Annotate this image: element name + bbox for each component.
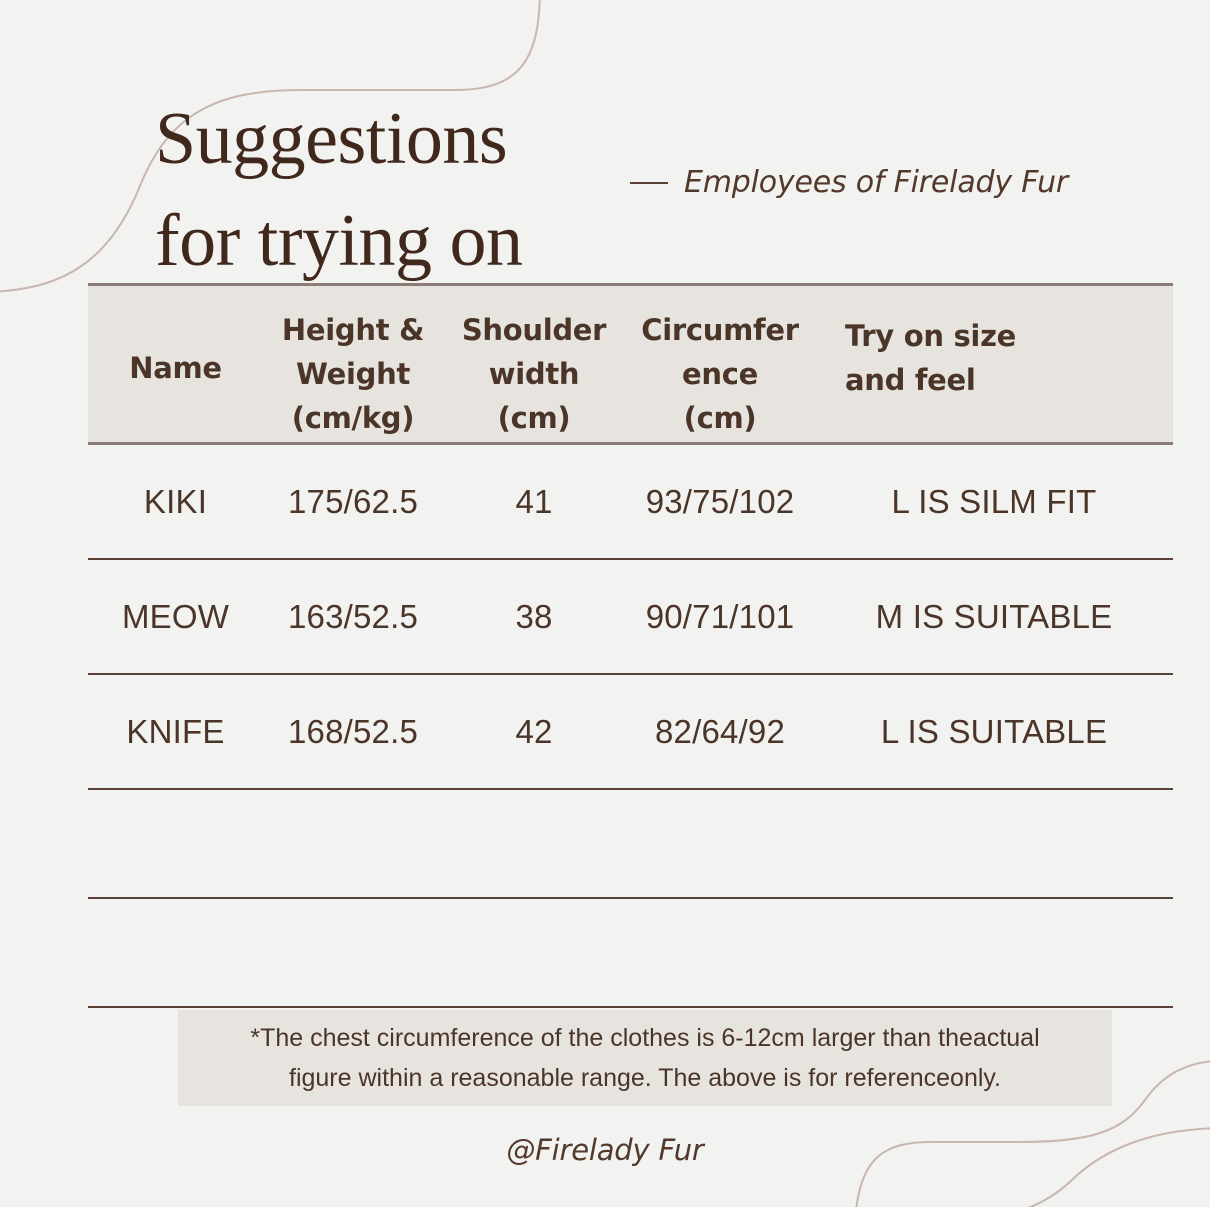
cell-name [88,899,263,1012]
column-header-shoulder-width-line-1: Shoulder [461,313,607,347]
cell-circumference: 90/71/101 [645,597,795,635]
page-title-line-1: Suggestions [155,98,508,180]
cell-try-on [815,790,1173,903]
cell-try-on: L IS SILM FIT [891,482,1097,520]
cell-name: KNIFE [126,712,225,750]
cell-circumference [625,790,815,903]
column-header-height-weight-line-3: (cm/kg) [291,401,415,436]
column-header-shoulder-width-line-3: (cm) [497,401,571,436]
column-header-height-weight: Height & Weight (cm/kg) [263,308,443,440]
cell-height-weight [263,899,443,1012]
table-row [88,790,1173,899]
column-header-shoulder-width-line-2: width [488,357,580,392]
cell-shoulder-width: 38 [515,597,553,635]
page-title: Suggestions for trying on [155,88,675,292]
cell-shoulder-width: 42 [515,712,553,750]
column-header-name: Name [129,350,222,385]
column-header-height-weight-line-2: Weight [295,357,411,392]
cell-name: KIKI [143,482,208,520]
cell-circumference: 82/64/92 [654,712,786,750]
cell-shoulder-width: 41 [515,482,553,520]
page-title-line-2: for trying on [155,200,523,283]
table-row: KNIFE 168/52.5 42 82/64/92 L IS SUITABLE [88,675,1173,790]
table-row: KIKI 175/62.5 41 93/75/102 L IS SILM FIT [88,445,1173,560]
cell-height-weight: 168/52.5 [287,712,419,750]
cell-circumference [625,899,815,1012]
table-row: MEOW 163/52.5 38 90/71/101 M IS SUITABLE [88,560,1173,675]
column-header-circumference-line-1: Circumfer [641,313,799,347]
footnote-line-1: *The chest circumference of the clothes … [250,1024,1040,1052]
cell-height-weight: 175/62.5 [287,482,419,520]
em-dash-icon [630,181,668,184]
size-guide-table: Name Height & Weight (cm/kg) Shoulder wi… [88,283,1173,1008]
column-header-circumference: Circumfer ence (cm) [625,308,815,440]
column-header-try-on: Try on size and feel [815,314,1173,402]
cell-shoulder-width [443,899,625,1012]
cell-try-on: L IS SUITABLE [880,712,1108,750]
brand-signature: @Firelady Fur [506,1133,704,1167]
cell-try-on: M IS SUITABLE [875,597,1113,635]
column-header-try-on-line-2: and feel [845,363,976,398]
cell-try-on [815,899,1173,1012]
footnote-line-2: figure within a reasonable range. The ab… [289,1064,1001,1092]
attribution-text: Employees of Firelady Fur [684,165,1069,200]
cell-name [88,790,263,903]
cell-circumference: 93/75/102 [645,482,795,520]
column-header-height-weight-line-1: Height & [281,313,425,347]
table-header-row: Name Height & Weight (cm/kg) Shoulder wi… [88,283,1173,445]
column-header-circumference-line-2: ence [682,357,758,392]
column-header-circumference-line-3: (cm) [683,401,757,436]
column-header-try-on-line-1: Try on size [845,319,1017,353]
cell-height-weight: 163/52.5 [287,597,419,635]
cell-height-weight [263,790,443,903]
cell-shoulder-width [443,790,625,903]
footnote: *The chest circumference of the clothes … [178,1010,1112,1106]
cell-name: MEOW [121,597,230,635]
table-row [88,899,1173,1008]
attribution: Employees of Firelady Fur [630,165,1068,200]
column-header-shoulder-width: Shoulder width (cm) [443,308,625,440]
